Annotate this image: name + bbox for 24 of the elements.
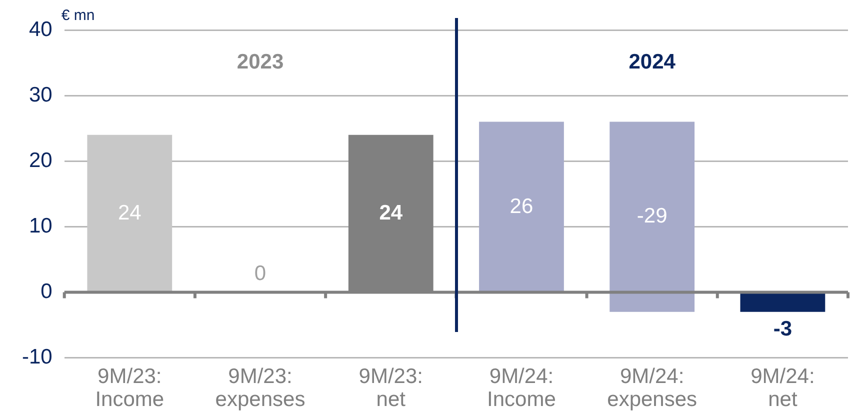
annotation: 2023 bbox=[236, 50, 284, 74]
y-tick-label: 30 bbox=[28, 83, 52, 106]
bar bbox=[479, 122, 564, 292]
bar bbox=[740, 292, 826, 312]
y-axis-title: € mn bbox=[61, 7, 95, 24]
data-label: 0 bbox=[254, 262, 266, 286]
data-label: -3 bbox=[773, 318, 792, 341]
bar bbox=[87, 134, 172, 292]
x-tick-label: 9M/23: net bbox=[358, 365, 423, 412]
x-tick-label: 9M/24: net bbox=[750, 365, 815, 412]
bar bbox=[610, 122, 695, 312]
annotation: 2024 bbox=[628, 50, 676, 74]
y-tick-label: 40 bbox=[28, 18, 52, 41]
y-tick-label: 20 bbox=[28, 148, 52, 172]
x-tick-label: 9M/23: Income bbox=[95, 365, 164, 412]
data-label: 26 bbox=[510, 194, 534, 218]
data-label: 24 bbox=[379, 201, 403, 224]
y-tick-label: 10 bbox=[28, 214, 52, 238]
y-tick-label: -10 bbox=[22, 346, 52, 369]
x-tick-label: 9M/23: expenses bbox=[215, 365, 306, 412]
y-tick-label: 0 bbox=[40, 280, 52, 304]
x-tick-label: 9M/24: Income bbox=[487, 365, 556, 412]
data-label: -29 bbox=[636, 204, 668, 228]
x-tick-label: 9M/24: expenses bbox=[607, 365, 698, 412]
